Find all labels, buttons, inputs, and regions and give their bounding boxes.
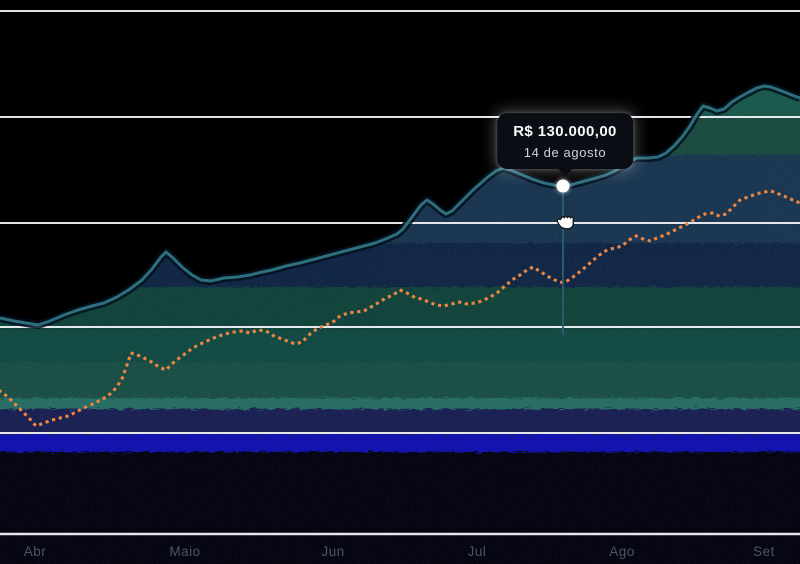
main-line-series xyxy=(0,84,800,327)
tooltip-date: 14 de agosto xyxy=(523,145,607,160)
dotted-line-series xyxy=(0,189,800,428)
chart-tooltip: R$ 130.000,00 14 de agosto xyxy=(497,113,633,169)
x-axis-label: Jul xyxy=(468,544,487,559)
x-axis-label: Ago xyxy=(609,544,635,559)
selected-point-marker[interactable] xyxy=(556,179,570,193)
tooltip-value: R$ 130.000,00 xyxy=(513,123,617,140)
x-axis-label: Maio xyxy=(169,544,200,559)
x-axis-label: Set xyxy=(753,544,775,559)
x-axis-label: Abr xyxy=(24,544,47,559)
x-axis-label: Jun xyxy=(321,544,344,559)
